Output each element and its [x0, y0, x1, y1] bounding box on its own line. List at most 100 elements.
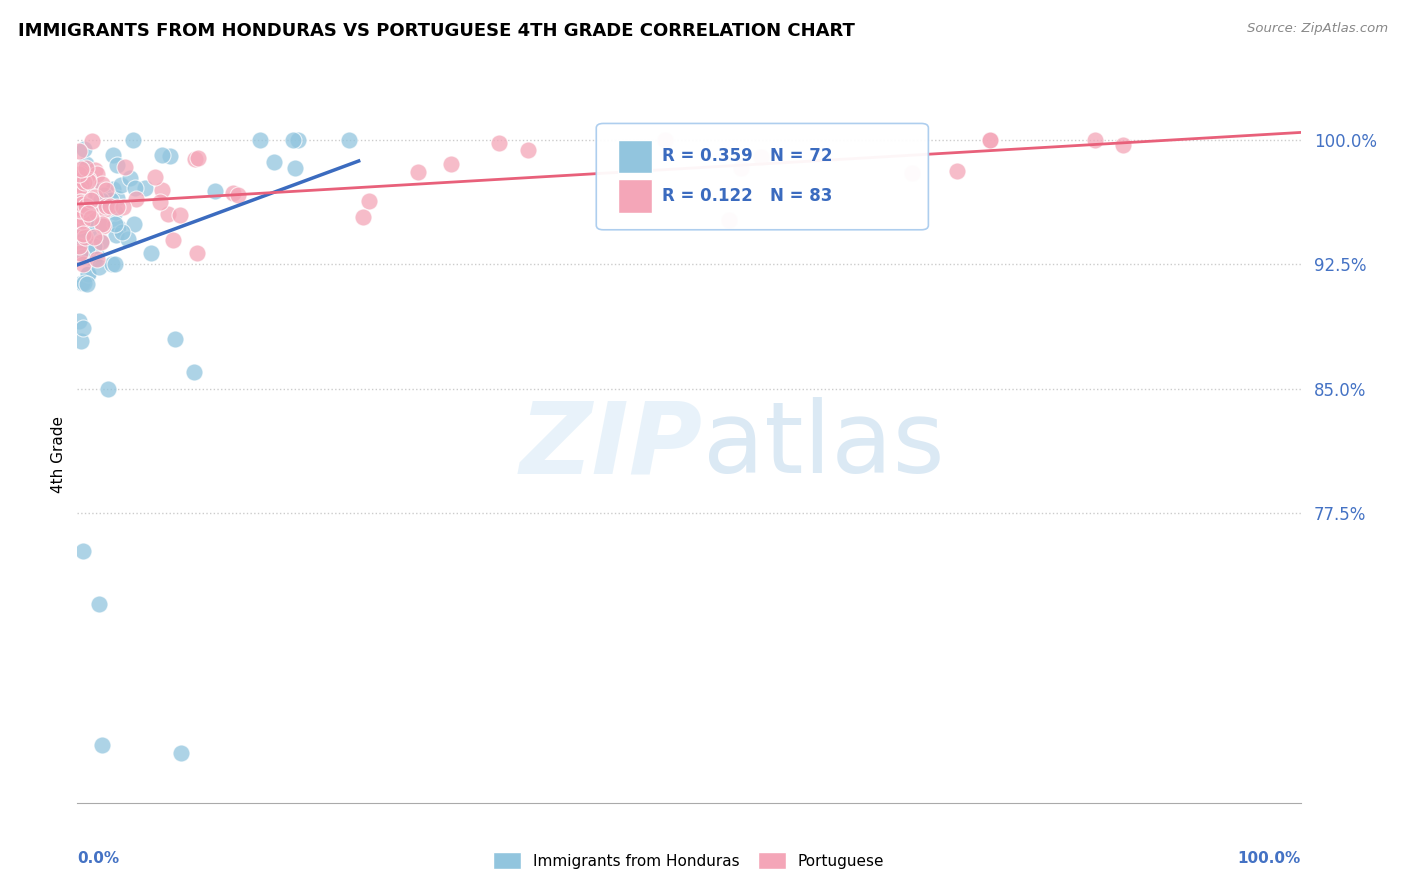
Point	[107, 219, 129, 234]
Point	[186, 246, 208, 260]
Point	[979, 133, 1001, 147]
Point	[488, 136, 510, 150]
Legend: Immigrants from Honduras, Portuguese: Immigrants from Honduras, Portuguese	[488, 847, 890, 875]
Point	[73, 188, 96, 202]
Point	[77, 206, 100, 220]
Point	[69, 177, 91, 191]
Point	[249, 133, 271, 147]
Point	[72, 257, 94, 271]
Point	[67, 219, 90, 233]
Point	[90, 194, 112, 208]
Point	[125, 192, 148, 206]
Point	[98, 199, 121, 213]
Point	[77, 250, 100, 264]
Point	[90, 738, 112, 752]
Point	[70, 250, 93, 264]
Point	[70, 202, 93, 217]
Point	[124, 181, 146, 195]
Point	[73, 229, 96, 244]
Point	[139, 246, 162, 260]
Point	[72, 194, 94, 208]
Y-axis label: 4th Grade: 4th Grade	[51, 417, 66, 493]
Point	[440, 157, 463, 171]
Point	[77, 172, 100, 186]
Point	[517, 143, 540, 157]
Point	[150, 183, 173, 197]
Text: atlas: atlas	[703, 398, 945, 494]
Point	[122, 217, 145, 231]
Point	[79, 216, 101, 230]
Point	[165, 332, 187, 346]
Point	[263, 154, 285, 169]
Point	[901, 166, 924, 180]
Point	[77, 193, 100, 207]
Point	[67, 144, 90, 158]
Point	[70, 194, 93, 209]
Point	[69, 187, 91, 202]
Point	[91, 219, 114, 233]
Point	[162, 233, 184, 247]
Point	[156, 207, 179, 221]
Point	[67, 228, 90, 243]
Point	[76, 174, 98, 188]
Point	[83, 252, 105, 266]
Point	[76, 241, 98, 255]
Point	[72, 544, 94, 558]
Point	[100, 193, 122, 207]
Point	[90, 235, 112, 249]
Point	[101, 256, 124, 270]
Point	[749, 150, 772, 164]
Point	[69, 161, 91, 176]
Point	[70, 238, 93, 252]
Point	[83, 190, 105, 204]
Point	[91, 217, 114, 231]
Point	[76, 266, 98, 280]
Point	[114, 160, 136, 174]
Point	[104, 204, 127, 219]
Point	[80, 211, 103, 225]
Point	[72, 209, 94, 223]
Point	[122, 133, 145, 147]
Point	[67, 239, 90, 253]
Point	[70, 276, 93, 290]
Point	[72, 320, 94, 334]
Point	[97, 382, 120, 396]
Point	[105, 157, 128, 171]
Point	[75, 156, 97, 170]
Point	[75, 161, 97, 175]
Point	[204, 185, 226, 199]
Point	[946, 164, 969, 178]
Point	[86, 252, 108, 266]
Point	[69, 246, 91, 260]
Point	[284, 161, 307, 176]
Point	[67, 173, 90, 187]
Text: 0.0%: 0.0%	[77, 852, 120, 866]
Point	[69, 202, 91, 217]
Point	[287, 133, 309, 147]
Point	[73, 175, 96, 189]
Point	[89, 597, 111, 611]
Point	[73, 205, 96, 219]
Point	[67, 213, 90, 227]
Point	[149, 194, 172, 209]
Point	[134, 181, 156, 195]
Point	[94, 202, 117, 217]
Text: R = 0.359   N = 72: R = 0.359 N = 72	[662, 147, 832, 165]
Text: ZIP: ZIP	[520, 398, 703, 494]
Point	[76, 268, 98, 282]
Text: Source: ZipAtlas.com: Source: ZipAtlas.com	[1247, 22, 1388, 36]
Point	[79, 204, 101, 219]
Point	[72, 227, 94, 241]
Point	[1084, 133, 1107, 147]
Point	[76, 277, 98, 292]
Point	[104, 257, 127, 271]
Point	[979, 133, 1001, 147]
Point	[187, 151, 209, 165]
Point	[80, 193, 103, 207]
Point	[718, 213, 741, 227]
Point	[67, 213, 90, 227]
Point	[69, 195, 91, 210]
Point	[105, 191, 128, 205]
Point	[101, 148, 124, 162]
Point	[86, 195, 108, 210]
